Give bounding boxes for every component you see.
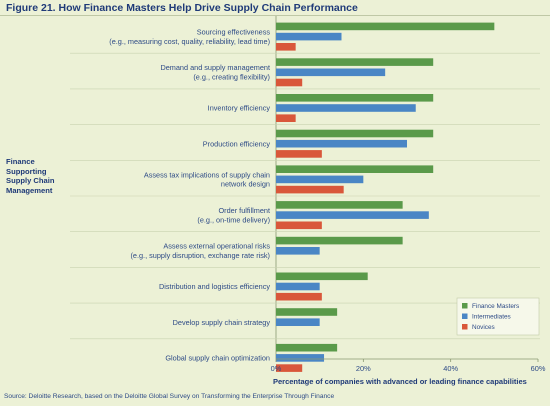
bar-finance-masters	[276, 58, 434, 66]
bar-intermediates	[276, 139, 407, 148]
bar-finance-masters	[276, 272, 368, 281]
category-label: (e.g., creating flexibility)	[193, 73, 270, 82]
bar-novices	[276, 185, 344, 194]
category-label: Order fulfillment	[219, 206, 271, 215]
x-tick-label: 20%	[356, 364, 371, 373]
category-label: (e.g., on-time delivery)	[197, 215, 270, 224]
legend-swatch	[462, 303, 468, 309]
x-tick-label: 60%	[531, 364, 546, 373]
bar-finance-masters	[276, 201, 403, 209]
bar-finance-masters	[276, 129, 434, 138]
bar-intermediates	[276, 104, 416, 112]
category-label: Assess external operational risks	[163, 242, 270, 251]
category-label: Develop supply chain strategy	[173, 318, 271, 327]
bar-intermediates	[276, 318, 320, 326]
legend-swatch	[462, 324, 468, 330]
category-label: Inventory efficiency	[208, 104, 271, 113]
bar-intermediates	[276, 354, 325, 362]
bar-novices	[276, 114, 296, 122]
category-label: Production efficiency	[203, 139, 271, 148]
bar-intermediates	[276, 32, 342, 41]
category-label: network design	[221, 180, 270, 189]
x-axis-title: Percentage of companies with advanced or…	[273, 377, 527, 386]
category-label: (e.g., supply disruption, exchange rate …	[130, 251, 270, 260]
category-label: (e.g., measuring cost, quality, reliabil…	[109, 37, 270, 46]
category-label: Global supply chain optimization	[165, 354, 270, 363]
bar-finance-masters	[276, 94, 434, 102]
bar-finance-masters	[276, 165, 434, 173]
bar-intermediates	[276, 211, 429, 219]
x-tick-label: 40%	[443, 364, 458, 373]
bar-novices	[276, 364, 303, 372]
bar-intermediates	[276, 175, 364, 184]
bar-intermediates	[276, 282, 320, 291]
title-divider	[0, 15, 550, 16]
legend-label: Finance Masters	[472, 303, 519, 310]
category-label: Distribution and logistics efficiency	[159, 282, 270, 291]
category-label: Sourcing effectiveness	[197, 28, 271, 37]
bar-novices	[276, 78, 303, 87]
bar-finance-masters	[276, 343, 338, 352]
bar-intermediates	[276, 68, 386, 77]
legend-label: Novices	[472, 324, 495, 331]
category-label: Demand and supply management	[160, 63, 270, 72]
bar-intermediates	[276, 247, 320, 255]
bar-novices	[276, 150, 322, 158]
legend-label: Intermediates	[472, 314, 511, 321]
legend-swatch	[462, 313, 468, 319]
bar-novices	[276, 43, 296, 51]
x-tick-label: 0%	[271, 364, 282, 373]
bar-finance-masters	[276, 236, 403, 245]
source-note: Source: Deloitte Research, based on the …	[4, 393, 335, 400]
bar-chart: Sourcing effectiveness(e.g., measuring c…	[70, 16, 546, 386]
y-group-label: Finance Supporting Supply Chain Manageme…	[6, 157, 55, 195]
category-label: Assess tax implications of supply chain	[144, 170, 270, 179]
bar-finance-masters	[276, 22, 495, 31]
bar-novices	[276, 221, 322, 230]
bar-finance-masters	[276, 308, 338, 316]
legend-box	[456, 297, 540, 336]
figure-title: Figure 21. How Finance Masters Help Driv…	[6, 2, 358, 14]
bar-novices	[276, 292, 322, 301]
